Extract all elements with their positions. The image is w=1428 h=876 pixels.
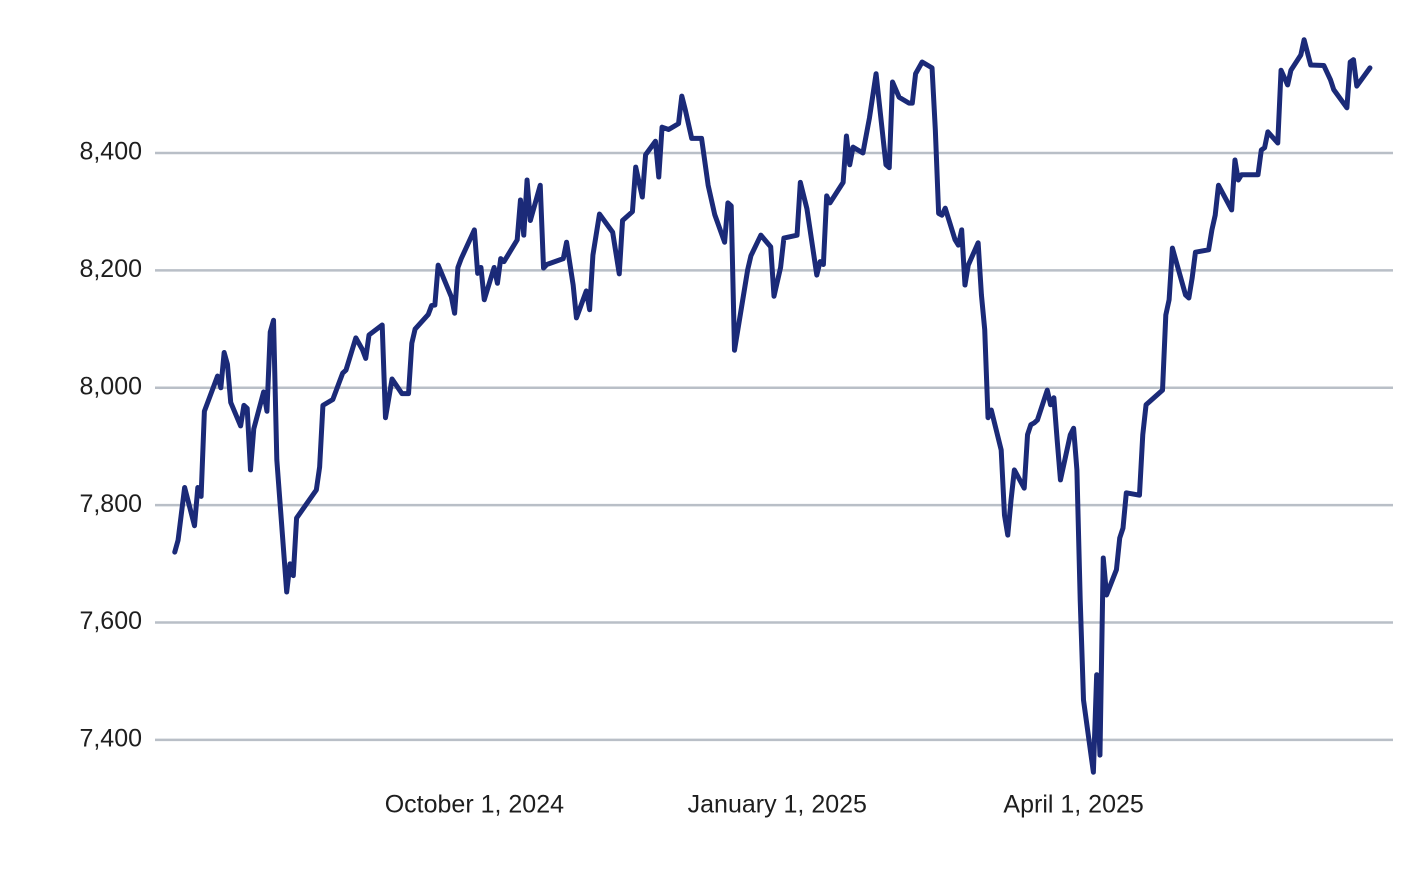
data-line bbox=[172, 37, 1373, 775]
x-tick-label: April 1, 2025 bbox=[1003, 791, 1143, 819]
y-tick-label: 7,400 bbox=[79, 725, 142, 753]
x-tick-label: October 1, 2024 bbox=[385, 791, 564, 819]
y-tick-label: 8,000 bbox=[79, 372, 142, 400]
y-tick-label: 7,800 bbox=[79, 490, 142, 518]
y-tick-label: 7,600 bbox=[79, 607, 142, 635]
y-tick-label: 8,200 bbox=[79, 255, 142, 283]
y-tick-label: 8,400 bbox=[79, 138, 142, 166]
x-tick-label: January 1, 2025 bbox=[688, 791, 867, 819]
